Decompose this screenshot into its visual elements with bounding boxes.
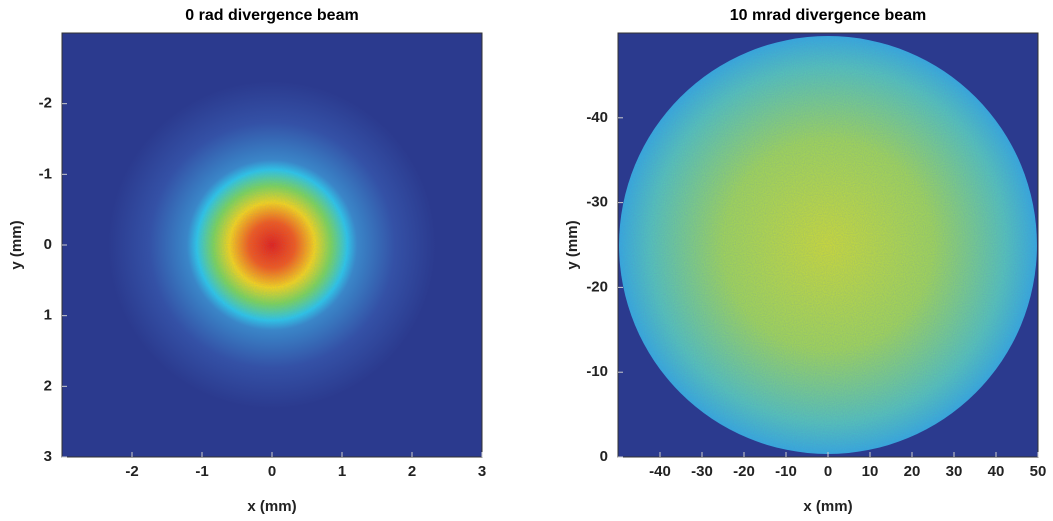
x-tick-label: 0 (824, 463, 832, 480)
y-tick-label: 3 (44, 448, 52, 465)
y-tick-label: -30 (586, 194, 608, 211)
y-tick-label: -20 (586, 278, 608, 295)
x-tick-label: -2 (125, 463, 138, 480)
x-tick-label: -10 (775, 463, 797, 480)
y-axis-label: y (mm) (564, 220, 581, 269)
x-tick-label: -20 (733, 463, 755, 480)
x-tick-label: 0 (268, 463, 276, 480)
chart-title: 0 rad divergence beam (185, 7, 358, 24)
y-tick-label: -2 (39, 95, 52, 112)
x-tick-label: 20 (904, 463, 921, 480)
x-tick-label: 3 (478, 463, 486, 480)
x-tick-label: 30 (946, 463, 963, 480)
y-tick-label: -10 (586, 363, 608, 380)
chart-title: 10 mrad divergence beam (730, 7, 927, 24)
x-tick-label: 40 (988, 463, 1005, 480)
y-tick-label: 2 (44, 377, 52, 394)
x-tick-label: 50 (1030, 463, 1047, 480)
y-tick-label: 0 (600, 448, 608, 465)
y-tick-label: -1 (39, 165, 52, 182)
x-tick-label: 2 (408, 463, 416, 480)
y-tick-label: 0 (44, 236, 52, 253)
x-tick-label: -40 (649, 463, 671, 480)
y-tick-label: -40 (586, 109, 608, 126)
x-axis-label: x (mm) (803, 498, 852, 515)
beam-noise (619, 36, 1037, 454)
x-tick-label: -1 (195, 463, 208, 480)
x-tick-label: 1 (338, 463, 346, 480)
x-tick-label: 10 (862, 463, 879, 480)
x-tick-label: -30 (691, 463, 713, 480)
y-axis-label: y (mm) (8, 220, 25, 269)
y-tick-label: 1 (44, 307, 52, 324)
x-axis-label: x (mm) (247, 498, 296, 515)
beam-noise (188, 161, 356, 329)
